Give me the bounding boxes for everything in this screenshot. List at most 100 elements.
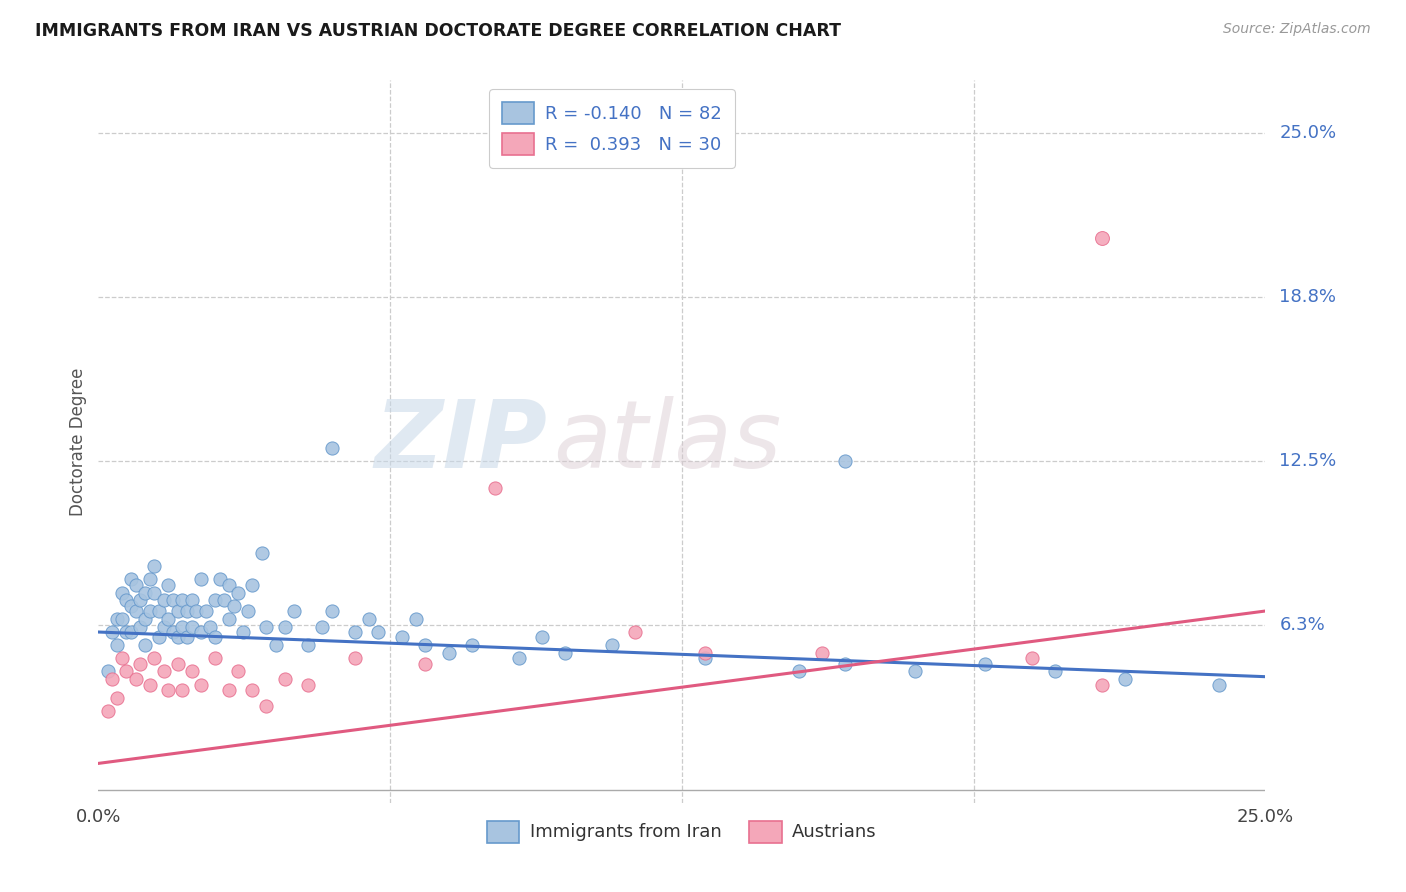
Point [166, 657, 188, 671]
Text: 18.8%: 18.8% [1279, 288, 1336, 306]
Point [111, 612, 134, 626]
Point [120, 573, 142, 587]
Point [600, 638, 623, 652]
Point [172, 682, 194, 697]
Point [143, 585, 166, 599]
Point [1091, 677, 1114, 691]
Point [162, 593, 184, 607]
Point [120, 625, 142, 640]
Point [115, 593, 138, 607]
Point [283, 604, 305, 618]
Point [508, 651, 530, 665]
Point [250, 546, 273, 560]
Point [172, 620, 194, 634]
Point [274, 673, 297, 687]
Point [218, 612, 240, 626]
Point [297, 677, 319, 691]
Point [204, 593, 226, 607]
Text: 6.3%: 6.3% [1279, 616, 1324, 634]
Point [111, 651, 134, 665]
Point [172, 593, 194, 607]
Point [297, 638, 319, 652]
Point [157, 682, 180, 697]
Point [176, 630, 198, 644]
Point [413, 657, 436, 671]
Point [111, 585, 134, 599]
Text: IMMIGRANTS FROM IRAN VS AUSTRIAN DOCTORATE DEGREE CORRELATION CHART: IMMIGRANTS FROM IRAN VS AUSTRIAN DOCTORA… [35, 22, 841, 40]
Point [1114, 673, 1136, 687]
Point [97, 704, 120, 718]
Point [143, 559, 166, 574]
Point [139, 573, 162, 587]
Point [236, 604, 259, 618]
Point [176, 604, 198, 618]
Point [834, 657, 856, 671]
Point [695, 646, 717, 660]
Point [344, 625, 367, 640]
Point [359, 612, 381, 626]
Point [120, 599, 142, 613]
Point [152, 593, 174, 607]
Point [1021, 651, 1043, 665]
Point [974, 657, 997, 671]
Point [222, 599, 245, 613]
Point [162, 625, 184, 640]
Point [1091, 231, 1114, 245]
Point [125, 578, 148, 592]
Point [1045, 665, 1067, 679]
Point [554, 646, 576, 660]
Point [101, 625, 124, 640]
Point [115, 625, 138, 640]
Point [125, 604, 148, 618]
Point [787, 665, 810, 679]
Point [157, 612, 180, 626]
Text: 12.5%: 12.5% [1279, 452, 1337, 470]
Point [166, 604, 188, 618]
Point [624, 625, 647, 640]
Point [97, 665, 120, 679]
Point [204, 630, 226, 644]
Point [166, 630, 188, 644]
Point [190, 625, 212, 640]
Legend: Immigrants from Iran, Austrians: Immigrants from Iran, Austrians [478, 812, 886, 852]
Point [180, 665, 202, 679]
Point [228, 665, 250, 679]
Point [530, 630, 553, 644]
Point [214, 593, 236, 607]
Point [904, 665, 927, 679]
Text: 25.0%: 25.0% [1279, 124, 1337, 142]
Point [101, 673, 124, 687]
Point [405, 612, 427, 626]
Point [129, 593, 152, 607]
Point [218, 682, 240, 697]
Point [228, 585, 250, 599]
Point [134, 585, 156, 599]
Point [129, 620, 152, 634]
Y-axis label: Doctorate Degree: Doctorate Degree [69, 368, 87, 516]
Point [134, 612, 156, 626]
Point [264, 638, 287, 652]
Point [186, 604, 208, 618]
Text: atlas: atlas [554, 396, 782, 487]
Point [834, 454, 856, 468]
Point [157, 578, 180, 592]
Point [129, 657, 152, 671]
Point [484, 481, 506, 495]
Point [125, 673, 148, 687]
Point [256, 620, 278, 634]
Point [148, 630, 170, 644]
Text: ZIP: ZIP [375, 395, 548, 488]
Point [413, 638, 436, 652]
Point [200, 620, 222, 634]
Point [194, 604, 217, 618]
Point [148, 604, 170, 618]
Point [437, 646, 460, 660]
Point [695, 651, 717, 665]
Point [256, 698, 278, 713]
Point [105, 612, 128, 626]
Point [105, 690, 128, 705]
Point [242, 578, 264, 592]
Point [321, 604, 343, 618]
Point [190, 677, 212, 691]
Point [190, 573, 212, 587]
